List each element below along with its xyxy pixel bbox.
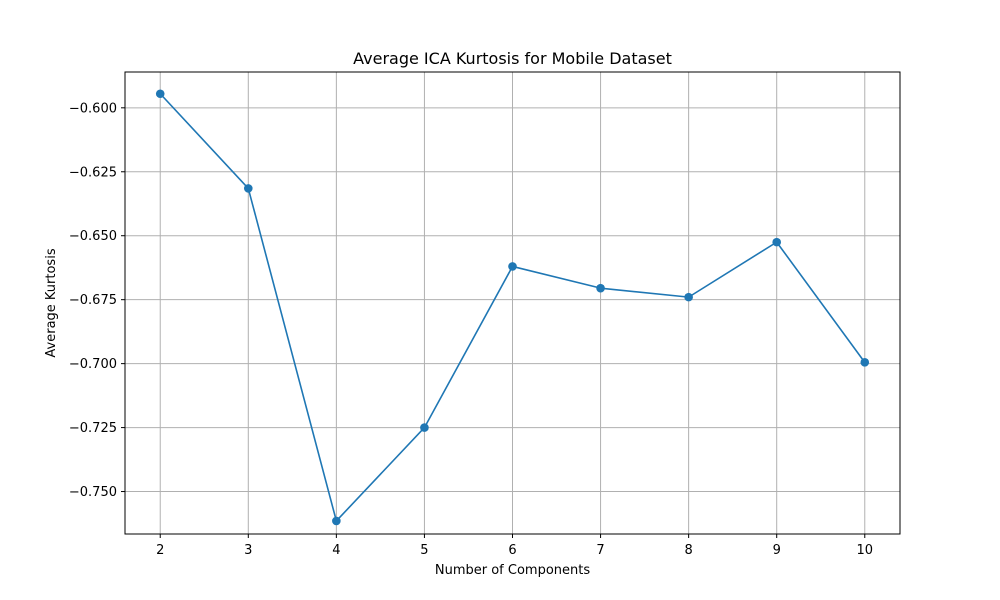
data-point xyxy=(332,516,341,526)
data-point xyxy=(860,358,870,367)
chart-title: Average ICA Kurtosis for Mobile Dataset xyxy=(353,49,672,68)
x-tick-label: 6 xyxy=(508,543,516,558)
x-tick-label: 2 xyxy=(156,543,164,558)
grid xyxy=(125,72,900,534)
data-point xyxy=(772,237,782,247)
x-tick-label: 4 xyxy=(332,543,340,558)
y-tick-label: −0.700 xyxy=(69,357,117,372)
x-tick-label: 3 xyxy=(244,543,252,558)
data-point xyxy=(243,184,253,193)
data-point xyxy=(684,292,693,302)
x-axis-label: Number of Components xyxy=(435,563,590,578)
x-tick-label: 10 xyxy=(856,543,873,558)
x-tick-label: 8 xyxy=(684,543,692,558)
data-point xyxy=(508,262,517,271)
data-point xyxy=(596,283,605,293)
x-tick-label: 5 xyxy=(420,543,428,558)
y-axis: −0.600 −0.625 −0.650 −0.675 −0.700 −0.725 −0.7… xyxy=(69,101,125,500)
x-tick-label: 7 xyxy=(596,543,604,558)
y-axis-label: Average Kurtosis xyxy=(44,248,59,357)
data-point xyxy=(420,423,429,432)
y-tick-label: −0.625 xyxy=(69,165,117,180)
series xyxy=(155,89,870,526)
data-point xyxy=(155,89,165,99)
y-tick-label: −0.650 xyxy=(69,229,117,244)
y-tick-label: −0.600 xyxy=(69,101,117,116)
x-tick-label: 9 xyxy=(773,543,781,558)
plot-frame xyxy=(124,71,901,535)
x-axis: 2 3 4 5 6 7 8 9 10 xyxy=(156,534,873,558)
y-tick-label: −0.750 xyxy=(69,485,117,500)
y-tick-label: −0.725 xyxy=(69,421,117,436)
y-tick-label: −0.675 xyxy=(69,293,117,308)
